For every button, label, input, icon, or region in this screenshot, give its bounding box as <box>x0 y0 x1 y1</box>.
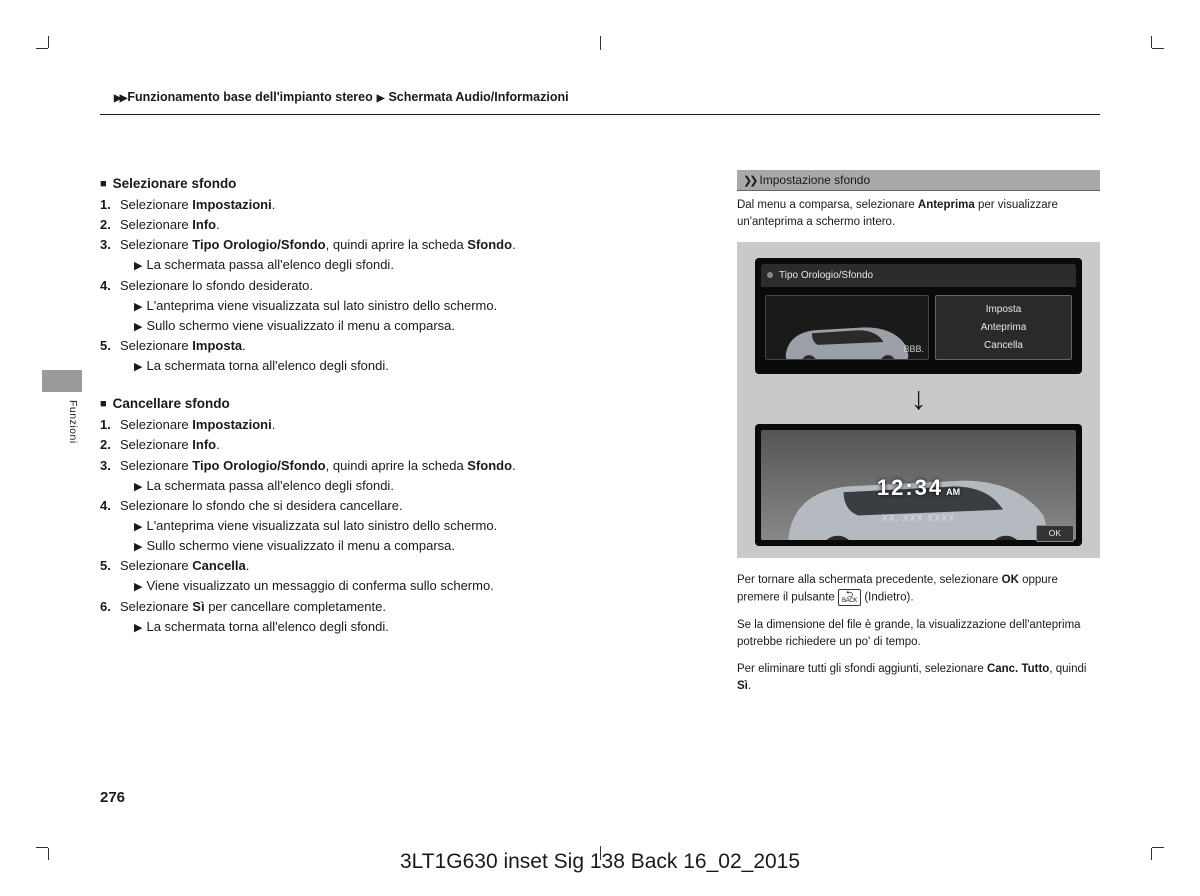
chevron-icon: ❯❯ <box>743 175 755 187</box>
back-button-icon: ⮌BACK <box>838 589 861 606</box>
breadcrumb-subsection: Schermata Audio/Informazioni <box>388 90 568 104</box>
wallpaper-thumbnail: BBB. <box>765 295 929 360</box>
main-column: Selezionare sfondo 1.Selezionare Imposta… <box>100 170 699 706</box>
breadcrumb-section: Funzionamento base dell'impianto stereo <box>127 90 372 104</box>
crop-mark <box>1152 847 1164 848</box>
info-header: ❯❯Impostazione sfondo <box>737 170 1100 191</box>
step: 3.Selezionare Tipo Orologio/Sfondo, quin… <box>100 235 699 255</box>
substep: ▶Sullo schermo viene visualizzato il men… <box>100 536 699 556</box>
section-title-delete: Cancellare sfondo <box>100 396 699 411</box>
ok-button[interactable]: OK <box>1036 525 1074 542</box>
info-intro: Dal menu a comparsa, selezionare Antepri… <box>737 197 1100 232</box>
info-column: ❯❯Impostazione sfondo Dal menu a compars… <box>737 170 1100 706</box>
crop-mark <box>36 847 48 848</box>
step: 1.Selezionare Impostazioni. <box>100 195 699 215</box>
step: 4.Selezionare lo sfondo che si desidera … <box>100 496 699 516</box>
triangle-icon: ▶ <box>134 301 142 313</box>
clock-overlay: 12:34AM <box>761 471 1076 504</box>
popup-item-cancella[interactable]: Cancella <box>984 338 1023 353</box>
info-note: Per eliminare tutti gli sfondi aggiunti,… <box>737 661 1100 696</box>
info-note: Se la dimensione del file è grande, la v… <box>737 617 1100 652</box>
substep: ▶La schermata passa all'elenco degli sfo… <box>100 476 699 496</box>
triangle-icon: ▶ <box>134 321 142 333</box>
side-label: Funzioni <box>67 400 79 444</box>
crop-mark <box>1152 48 1164 49</box>
substep: ▶Viene visualizzato un messaggio di conf… <box>100 576 699 596</box>
triangle-icon: ▶ <box>134 521 142 533</box>
crop-mark <box>36 48 48 49</box>
substep: ▶La schermata passa all'elenco degli sfo… <box>100 255 699 275</box>
step: 1.Selezionare Impostazioni. <box>100 415 699 435</box>
popup-item-anteprima[interactable]: Anteprima <box>981 320 1027 335</box>
popup-item-imposta[interactable]: Imposta <box>986 302 1022 317</box>
step: 2.Selezionare Info. <box>100 435 699 455</box>
crop-mark <box>600 36 601 50</box>
substep: ▶La schermata torna all'elenco degli sfo… <box>100 356 699 376</box>
substep: ▶L'anteprima viene visualizzata sul lato… <box>100 516 699 536</box>
side-tab <box>42 370 82 392</box>
dot-icon <box>767 272 773 278</box>
triangle-icon: ▶ <box>377 93 385 104</box>
step: 4.Selezionare lo sfondo desiderato. <box>100 276 699 296</box>
triangle-icon: ▶ <box>134 581 142 593</box>
step: 3.Selezionare Tipo Orologio/Sfondo, quin… <box>100 456 699 476</box>
triangle-icon: ▶ <box>134 260 142 272</box>
triangle-icon: ▶▶ <box>114 93 125 104</box>
popup-menu: Imposta Anteprima Cancella <box>935 295 1072 360</box>
imprint-footer: 3LT1G630 inset Sig 138 Back 16_02_2015 <box>0 850 1200 874</box>
thumbnail-label: BBB. <box>903 343 924 357</box>
step: 2.Selezionare Info. <box>100 215 699 235</box>
page-number: 276 <box>100 789 125 806</box>
step: 5.Selezionare Cancella. <box>100 556 699 576</box>
breadcrumb: ▶▶Funzionamento base dell'impianto stere… <box>100 90 1100 115</box>
substep: ▶L'anteprima viene visualizzata sul lato… <box>100 296 699 316</box>
step: 6.Selezionare Sì per cancellare completa… <box>100 597 699 617</box>
device-screen-preview: 12:34AM XX. XXX XXXX OK <box>755 424 1082 546</box>
section-title-select: Selezionare sfondo <box>100 176 699 191</box>
crop-mark <box>48 36 49 48</box>
device-screen-menu: Tipo Orologio/Sfondo BBB. <box>755 258 1082 374</box>
triangle-icon: ▶ <box>134 481 142 493</box>
device-titlebar: Tipo Orologio/Sfondo <box>761 264 1076 287</box>
triangle-icon: ▶ <box>134 361 142 373</box>
step: 5.Selezionare Imposta. <box>100 336 699 356</box>
screenshot-container: Tipo Orologio/Sfondo BBB. <box>737 242 1100 558</box>
car-icon <box>774 304 920 360</box>
down-arrow-icon: ↓ <box>755 382 1082 414</box>
triangle-icon: ▶ <box>134 622 142 634</box>
crop-mark <box>1151 36 1152 48</box>
triangle-icon: ▶ <box>134 541 142 553</box>
date-overlay: XX. XXX XXXX <box>761 512 1076 526</box>
substep: ▶La schermata torna all'elenco degli sfo… <box>100 617 699 637</box>
info-note: Per tornare alla schermata precedente, s… <box>737 572 1100 607</box>
substep: ▶Sullo schermo viene visualizzato il men… <box>100 316 699 336</box>
